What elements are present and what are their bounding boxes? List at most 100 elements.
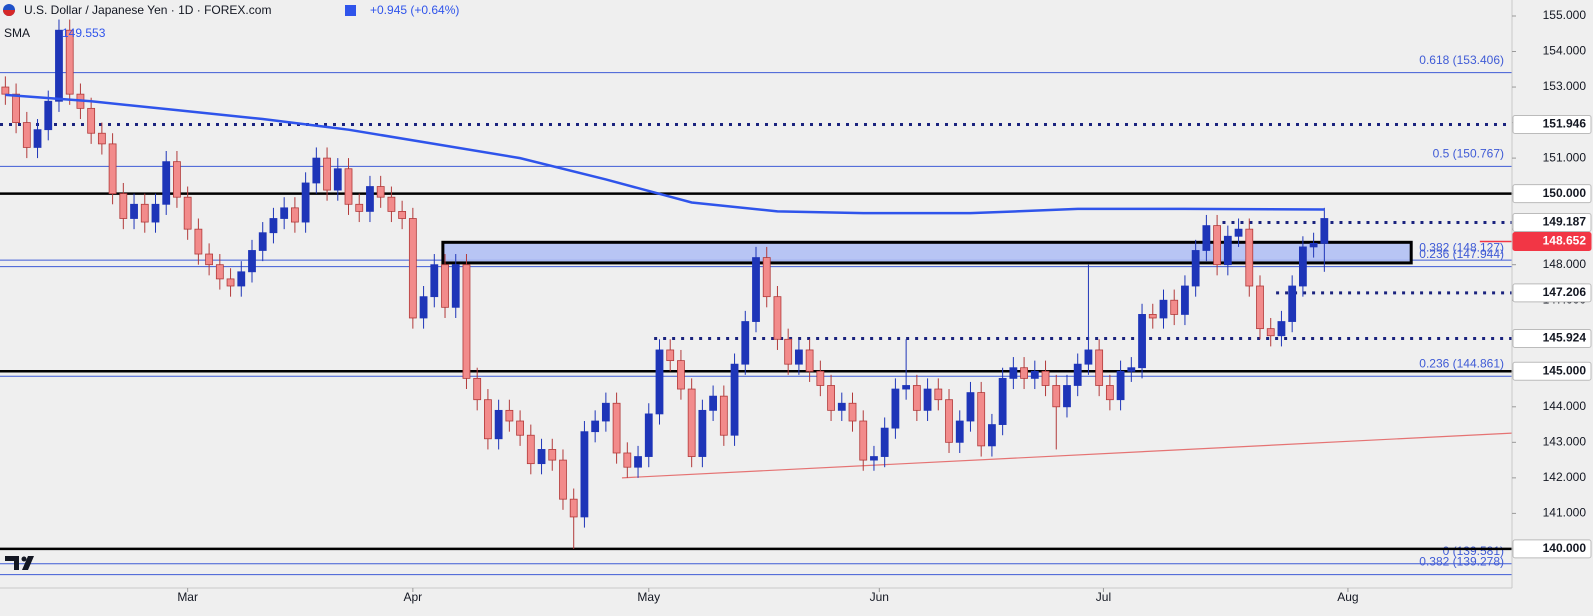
candle-body: [569, 498, 578, 518]
candle-body: [1234, 228, 1243, 237]
candle-body: [687, 388, 696, 457]
candle-body: [837, 402, 846, 411]
candle-body: [344, 168, 353, 205]
candle-body: [12, 93, 20, 123]
candle-body: [612, 402, 621, 454]
x-tick-label: Mar: [177, 590, 198, 604]
candle-body: [752, 257, 760, 322]
y-tick-label: 142.000: [1543, 470, 1587, 484]
candle-body: [387, 196, 396, 212]
candle-body: [805, 349, 814, 372]
candle-body: [1309, 242, 1318, 248]
candle-body: [559, 459, 567, 500]
level-label: 151.946: [1543, 117, 1587, 131]
candle-body: [1020, 367, 1028, 379]
price-change: +0.945 (+0.64%): [370, 3, 459, 17]
candle-body: [1073, 363, 1082, 386]
candle-body: [301, 182, 310, 223]
candle-body: [548, 449, 557, 461]
candle-body: [97, 132, 106, 145]
candle-body: [355, 203, 364, 212]
candle-body: [741, 321, 750, 365]
candle-body: [473, 377, 482, 401]
candle-body: [516, 420, 524, 436]
candle-body: [173, 161, 181, 198]
candle-body: [366, 186, 374, 212]
candle-body: [1009, 367, 1018, 379]
level-label: 145.000: [1543, 363, 1587, 377]
indicator-name: SMA: [4, 26, 30, 40]
candle-body: [1105, 385, 1114, 401]
candle-body: [376, 186, 385, 198]
candle-body: [419, 296, 428, 319]
candle-body: [1052, 385, 1061, 408]
candle-body: [215, 264, 224, 280]
level-label-box: [1512, 213, 1592, 233]
candle-body: [1063, 385, 1071, 408]
y-tick-label: 148.000: [1543, 257, 1587, 271]
candle-body: [880, 427, 889, 457]
candle-body: [1116, 370, 1125, 401]
flag-icon[interactable]: [345, 5, 356, 16]
candle-body: [902, 385, 911, 390]
candle-body: [55, 29, 63, 102]
candle-body: [1095, 349, 1104, 386]
candle-body: [1030, 370, 1039, 379]
level-label-box: [1512, 283, 1592, 303]
candle-body: [1277, 321, 1286, 337]
candle-body: [644, 413, 653, 457]
candle-body: [505, 409, 514, 422]
candle-body: [1223, 235, 1232, 266]
fib-label: 0.382 (148.127): [1419, 240, 1504, 254]
y-tick-label: 151.000: [1543, 150, 1587, 164]
candle-body: [1256, 285, 1264, 330]
candle-body: [1041, 370, 1050, 386]
candle-body: [119, 193, 128, 219]
trend-line: [621, 432, 1513, 479]
candle-body: [988, 424, 996, 447]
candle-body: [484, 399, 492, 440]
sma-line: [5, 93, 1325, 215]
fib-label: 0 (139.581): [1443, 544, 1504, 558]
candle-body: [912, 385, 921, 411]
candle-body: [1148, 314, 1157, 319]
candle-body: [580, 431, 589, 518]
x-tick-label: Jun: [870, 590, 889, 604]
candle-body: [870, 456, 878, 461]
candle-body: [87, 107, 96, 134]
symbol-title: U.S. Dollar / Japanese Yen · 1D · FOREX.…: [24, 3, 271, 17]
candle-body: [1, 86, 10, 95]
candle-body: [290, 207, 299, 223]
candle-body: [226, 278, 235, 287]
candle-body: [1138, 314, 1146, 369]
candle-body: [65, 29, 74, 95]
candle-body: [794, 349, 803, 365]
y-tick-label: 155.000: [1543, 8, 1587, 22]
level-label-box: [1512, 114, 1592, 134]
candle-body: [1159, 299, 1168, 319]
fib-label: 0.236 (144.861): [1419, 356, 1504, 370]
candle-body: [709, 395, 718, 411]
candle-body: [827, 385, 835, 411]
candle-body: [151, 203, 160, 223]
candle-body: [194, 228, 203, 255]
candle-body: [44, 100, 53, 131]
candle-body: [1288, 285, 1297, 322]
candle-body: [655, 349, 664, 415]
level-label: 149.187: [1543, 215, 1587, 229]
candle-body: [312, 157, 321, 184]
candle-body: [1213, 225, 1222, 266]
candle-body: [859, 420, 868, 461]
candle-body: [784, 338, 793, 365]
candle-body: [966, 392, 975, 422]
candle-body: [441, 264, 449, 308]
candle-body: [1266, 328, 1275, 337]
level-label-box: [1512, 328, 1592, 348]
candle-body: [108, 143, 117, 195]
candle-body: [998, 377, 1007, 425]
candle-body: [1170, 299, 1179, 315]
candle-body: [258, 232, 267, 251]
candle-body: [634, 456, 642, 468]
